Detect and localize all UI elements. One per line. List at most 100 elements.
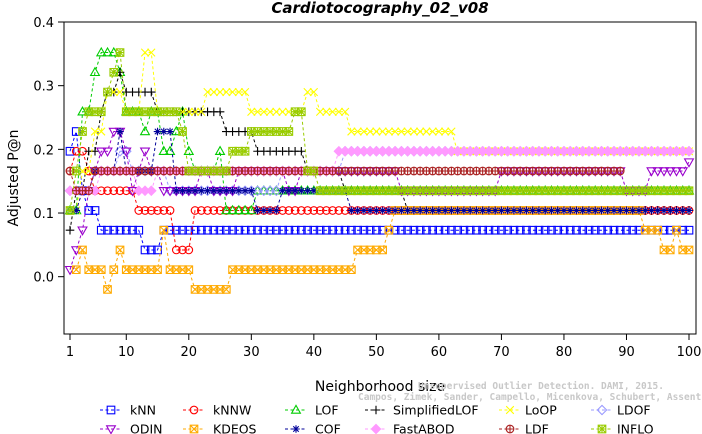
legend-label: kNN (130, 403, 156, 418)
data-point (72, 206, 81, 215)
data-point (115, 245, 125, 255)
data-point (435, 206, 443, 215)
data-point (96, 107, 106, 117)
data-point (303, 87, 312, 97)
data-point (278, 225, 287, 235)
data-point (196, 225, 206, 235)
data-point (115, 87, 125, 97)
data-point (140, 206, 150, 215)
data-point (240, 225, 250, 235)
data-point (565, 225, 575, 235)
data-point (228, 87, 237, 97)
data-point (139, 125, 151, 136)
data-point (209, 225, 219, 235)
data-point (103, 225, 112, 235)
data-point (115, 225, 125, 235)
data-point (403, 206, 412, 215)
data-point (615, 166, 625, 176)
legend-item-cof: COF (285, 422, 341, 434)
data-point (159, 206, 169, 215)
data-point (347, 127, 356, 136)
data-point (241, 186, 249, 195)
data-point (578, 225, 588, 235)
data-point (103, 186, 112, 196)
data-point (284, 127, 294, 136)
data-point (391, 206, 399, 215)
data-point (447, 206, 456, 215)
data-point (628, 206, 637, 215)
data-point (96, 265, 106, 275)
y-axis-label: Adjusted P@n (6, 129, 22, 226)
data-point (334, 107, 344, 116)
data-point (397, 225, 406, 235)
data-point (678, 225, 688, 235)
data-point (597, 225, 606, 235)
data-point (472, 225, 481, 235)
data-point (440, 127, 450, 136)
data-point (146, 206, 156, 215)
data-point (121, 225, 131, 235)
data-point (253, 225, 262, 235)
data-point (478, 206, 487, 215)
series-knnw (65, 146, 694, 255)
data-point (560, 206, 568, 215)
data-point (172, 186, 181, 195)
data-point (164, 186, 176, 197)
data-point (409, 127, 419, 136)
data-point (646, 167, 657, 177)
legend-item-ldof: LDOF (591, 403, 651, 418)
data-point (559, 225, 569, 235)
legend-marker (189, 405, 199, 415)
data-point (197, 107, 206, 116)
legend: kNN kNNW LOF SimplifiedLOF LoOP LDOF ODIN KDEOS… (100, 403, 654, 434)
data-point (309, 206, 319, 215)
data-point (434, 127, 444, 136)
y-tick-label: 0.3 (33, 80, 54, 95)
data-point (353, 225, 362, 235)
data-point (522, 225, 531, 235)
data-point (634, 225, 644, 235)
legend-label: COF (315, 422, 341, 434)
legend-marker (292, 425, 300, 433)
data-point (153, 206, 162, 215)
data-point (65, 146, 75, 156)
data-point (334, 206, 344, 215)
data-point (296, 107, 306, 117)
data-point (146, 87, 156, 97)
data-point (459, 225, 469, 235)
data-point (120, 147, 132, 157)
data-point (497, 225, 506, 235)
data-point (340, 225, 350, 235)
data-point (677, 167, 689, 177)
data-point (347, 265, 356, 275)
data-point (266, 206, 274, 215)
data-point (535, 206, 543, 215)
data-point (71, 146, 81, 156)
data-point (609, 225, 619, 235)
data-point (622, 225, 631, 235)
data-point (303, 225, 312, 235)
y-tick-label: 0.0 (33, 271, 54, 286)
legend-marker (189, 424, 199, 434)
data-point (109, 265, 119, 275)
data-point (240, 87, 250, 97)
data-point (196, 206, 206, 215)
legend-label: LOF (315, 403, 339, 418)
chart-title: Cardiotocography_02_v08 (271, 0, 488, 17)
data-point (378, 206, 387, 215)
data-point (78, 245, 87, 255)
series-ldf (65, 166, 625, 196)
data-point (378, 225, 387, 235)
data-point (165, 225, 175, 235)
data-point (309, 225, 319, 235)
data-point (222, 87, 231, 97)
data-point (522, 206, 531, 215)
legend-marker (105, 425, 117, 434)
data-point (233, 204, 245, 215)
data-point (503, 225, 513, 235)
data-point (270, 185, 282, 197)
data-point (528, 206, 537, 215)
data-point (246, 225, 256, 235)
legend-label: INFLO (617, 422, 654, 434)
data-point (491, 206, 499, 215)
